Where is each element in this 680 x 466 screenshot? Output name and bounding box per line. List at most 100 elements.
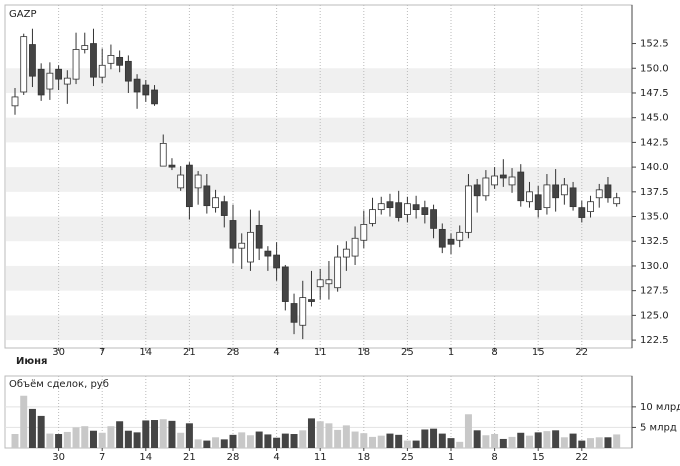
volume-bar <box>447 438 455 448</box>
x-tick-label: 21 <box>183 347 196 358</box>
volume-bar <box>11 434 19 448</box>
volume-bar <box>613 434 621 448</box>
volume-bar <box>281 433 289 448</box>
volume-bar <box>438 433 446 448</box>
candle-body <box>552 184 560 199</box>
volume-bar <box>20 395 28 448</box>
volume-bar <box>499 438 507 448</box>
x-tick-label: 18 <box>357 452 370 463</box>
x-tick-label: 30 <box>52 347 65 358</box>
volume-bar <box>203 440 211 448</box>
candle-body <box>177 174 185 189</box>
volume-bar <box>369 436 377 448</box>
x-tick-label: 11 <box>314 347 327 358</box>
x-tick-label: 15 <box>532 347 545 358</box>
y-tick-label: 122.5 <box>640 335 669 346</box>
candle-body <box>72 49 80 80</box>
candle-body <box>290 303 298 323</box>
volume-bar <box>220 439 228 448</box>
candle-body <box>360 224 368 241</box>
volume-bar <box>578 440 586 448</box>
volume-bar <box>560 437 568 448</box>
volume-bar <box>534 432 542 448</box>
candle-body <box>308 299 315 302</box>
candle-body <box>508 176 516 186</box>
candle-body <box>29 44 36 77</box>
candle-body <box>526 191 533 203</box>
candle-body <box>613 197 621 205</box>
x-tick-label: 14 <box>139 452 152 463</box>
candle-body <box>20 36 28 93</box>
x-tick-label: 7 <box>99 452 105 463</box>
x-tick-label: 8 <box>491 452 497 463</box>
y-tick-label: 150.0 <box>640 63 669 74</box>
y-tick-label: 5 млрд <box>640 422 677 433</box>
volume-bar <box>116 421 124 448</box>
candle-body <box>133 78 141 93</box>
candle-body <box>499 174 507 179</box>
grid-band <box>6 68 632 93</box>
candle-body <box>212 197 219 209</box>
volume-bar <box>552 430 560 448</box>
y-tick-label: 132.5 <box>640 236 669 247</box>
y-tick-label: 142.5 <box>640 137 669 148</box>
month-label: Июня <box>16 356 47 367</box>
volume-bar <box>133 432 141 448</box>
y-tick-label: 152.5 <box>640 39 669 50</box>
x-tick-label: 1 <box>448 452 454 463</box>
candle-body <box>430 209 437 229</box>
candle-body <box>369 209 376 224</box>
x-tick-label: 7 <box>99 347 105 358</box>
x-tick-label: 22 <box>575 452 588 463</box>
y-tick-label: 135.0 <box>640 212 669 223</box>
candle-body <box>98 64 106 78</box>
candle-body <box>90 43 97 78</box>
volume-bar <box>595 437 603 448</box>
y-tick-label: 137.5 <box>640 187 669 198</box>
volume-bar <box>273 437 281 448</box>
candle-body <box>421 207 429 215</box>
x-tick-label: 15 <box>532 452 545 463</box>
grid-band <box>6 167 632 192</box>
candle-body <box>604 184 612 199</box>
volume-bar <box>194 439 202 448</box>
candle-body <box>151 89 158 105</box>
volume-bar <box>124 430 132 448</box>
candle-body <box>569 187 577 208</box>
x-tick-label: 28 <box>227 347 240 358</box>
volume-bar <box>403 440 411 448</box>
volume-bar <box>464 414 472 448</box>
candle-body <box>46 72 54 90</box>
volume-bar <box>89 430 97 448</box>
volume-bar <box>412 440 420 448</box>
volume-title: Объём сделок, руб <box>9 379 109 390</box>
candle-body <box>447 238 455 245</box>
volume-bar <box>351 431 359 448</box>
x-tick-label: 28 <box>227 452 240 463</box>
candle-body <box>377 203 385 211</box>
candle-body <box>578 207 586 218</box>
volume-bar <box>482 435 490 448</box>
volume-bar <box>72 427 80 448</box>
volume-bar <box>430 428 438 448</box>
volume-bar <box>98 432 106 448</box>
x-tick-label: 22 <box>575 347 588 358</box>
volume-bar <box>168 420 176 448</box>
volume-bar <box>246 435 254 448</box>
candle-body <box>491 175 499 186</box>
volume-bar <box>543 431 551 448</box>
chart-title: GAZP <box>9 9 36 20</box>
volume-bar <box>55 434 63 448</box>
volume-bar <box>508 436 516 448</box>
candle-body <box>220 201 228 216</box>
candle-body <box>395 202 403 218</box>
x-tick-label: 8 <box>491 347 497 358</box>
x-tick-label: 30 <box>52 452 65 463</box>
candle-body <box>273 254 281 269</box>
volume-bar <box>255 431 263 448</box>
candle-body <box>159 142 167 167</box>
candle-body <box>281 266 289 302</box>
volume-bar <box>46 433 54 448</box>
volume-bar <box>569 433 577 448</box>
